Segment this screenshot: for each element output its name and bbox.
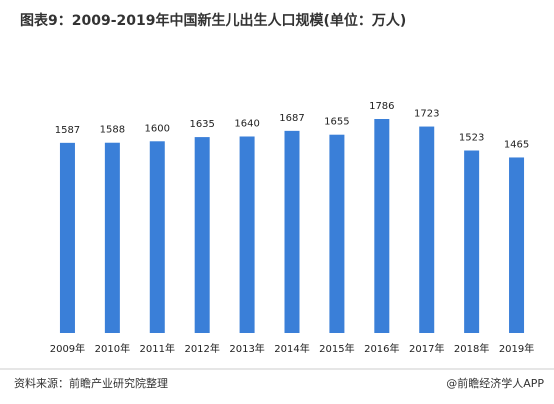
value-label: 1600 [145,123,170,134]
x-tick-label: 2015年 [319,342,354,355]
bar [104,142,120,333]
value-label: 1635 [189,119,214,130]
x-tick-label: 2016年 [364,342,399,355]
value-label: 1723 [414,109,439,120]
bar [374,119,390,333]
value-label: 1465 [504,139,529,150]
x-tick-label: 2009年 [50,342,85,355]
bar [419,126,435,334]
chart-title: 图表9：2009-2019年中国新生儿出生人口规模(单位：万人) [20,12,406,29]
x-tick-label: 2011年 [140,342,175,355]
bar [329,134,345,333]
bar [59,142,75,333]
bar [239,136,255,333]
bar [149,141,165,333]
bar [194,137,210,333]
source: 资料来源：前瞻产业研究院整理 [14,376,168,390]
value-label: 1588 [100,125,125,136]
value-label: 1587 [55,125,80,136]
value-label: 1640 [234,118,259,129]
x-tick-label: 2010年 [95,342,130,355]
x-tick-label: 2019年 [499,342,534,355]
value-label: 1687 [279,113,304,124]
x-tick-label: 2012年 [184,342,219,355]
value-label: 1786 [369,101,394,112]
bar [284,130,300,333]
bar [509,157,525,333]
credit: @前瞻经济学人APP [446,376,544,390]
value-label: 1655 [324,117,349,128]
value-label: 1523 [459,133,484,144]
x-tick-label: 2014年 [274,342,309,355]
x-tick-label: 2018年 [454,342,489,355]
x-tick-label: 2017年 [409,342,444,355]
bar [464,150,480,333]
x-tick-label: 2013年 [229,342,264,355]
